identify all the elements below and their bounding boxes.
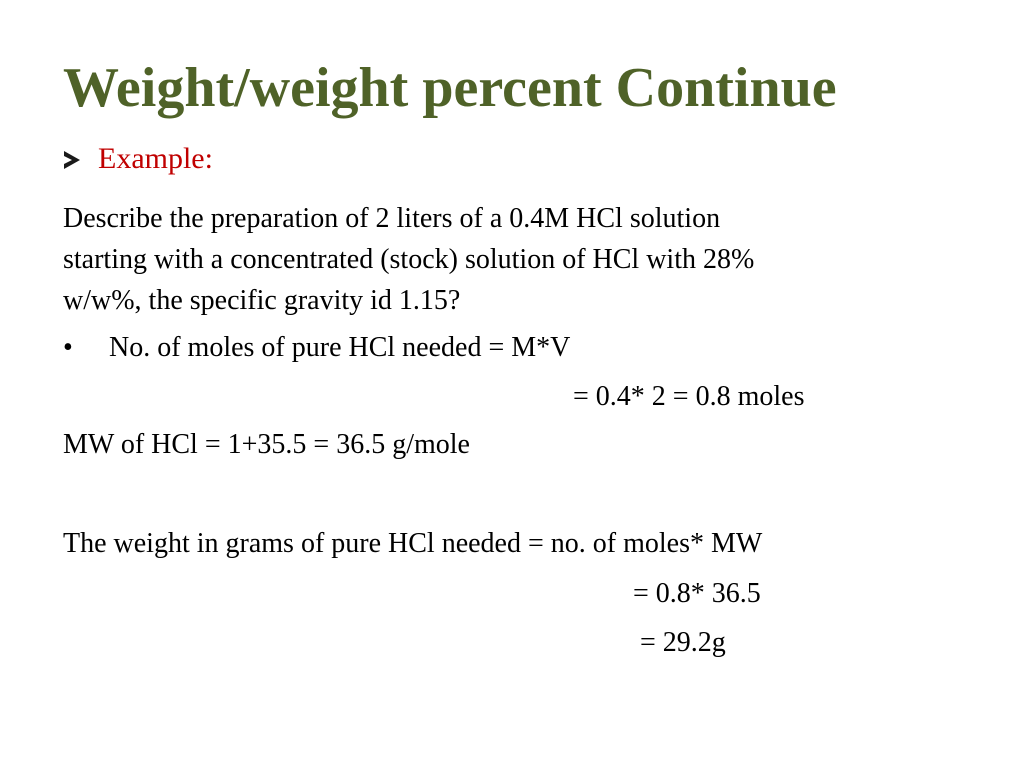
problem-line-2: starting with a concentrated (stock) sol… xyxy=(63,244,755,275)
bullet-dot-icon: • xyxy=(63,332,73,363)
example-heading: Example: xyxy=(64,141,213,177)
example-label: Example: xyxy=(98,142,213,175)
weight-formula-line: The weight in grams of pure HCl needed =… xyxy=(63,528,763,559)
problem-statement: Describe the preparation of 2 liters of … xyxy=(63,198,943,321)
moles-bullet: • No. of moles of pure HCl needed = M*V xyxy=(63,330,570,366)
problem-line-1: Describe the preparation of 2 liters of … xyxy=(63,203,721,234)
slide-title: Weight/weight percent Continue xyxy=(63,57,837,119)
arrowhead-bullet-icon xyxy=(64,151,80,169)
weight-calculation: = 0.8* 36.5 xyxy=(633,578,761,609)
weight-result: = 29.2g xyxy=(640,627,726,658)
problem-line-3: w/w%, the specific gravity id 1.15? xyxy=(63,285,461,316)
moles-formula: No. of moles of pure HCl needed = M*V xyxy=(109,332,571,363)
molecular-weight-line: MW of HCl = 1+35.5 = 36.5 g/mole xyxy=(63,429,470,460)
moles-result: = 0.4* 2 = 0.8 moles xyxy=(573,381,805,412)
